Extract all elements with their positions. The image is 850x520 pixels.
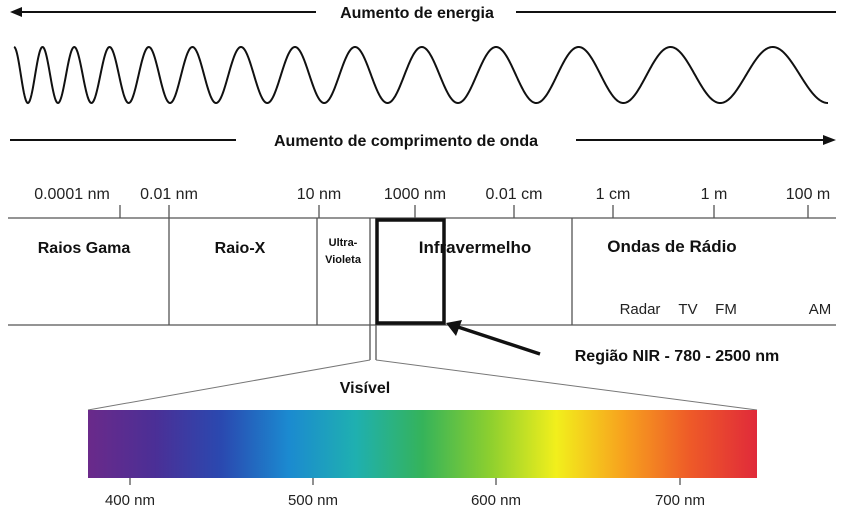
scale-labels: 0.0001 nm 0.01 nm 10 nm 1000 nm 0.01 cm … xyxy=(34,186,830,203)
scale-label: 100 m xyxy=(786,186,830,203)
nir-region-box xyxy=(375,218,446,325)
subband-am-label: AM xyxy=(809,301,832,318)
visible-tick-label: 400 nm xyxy=(105,492,155,509)
scale-ticks xyxy=(119,205,809,218)
visible-label: Visível xyxy=(340,380,390,397)
band-uv-label-line2: Violeta xyxy=(325,254,362,266)
energy-arrow-label: Aumento de energia xyxy=(340,5,494,22)
scale-label: 1 cm xyxy=(596,186,631,203)
subband-radar-label: Radar xyxy=(620,301,661,318)
scale-label: 0.0001 nm xyxy=(34,186,110,203)
visible-expansion-lines xyxy=(87,325,758,411)
band-gamma-label: Raios Gama xyxy=(38,240,131,257)
visible-spectrum-bar xyxy=(88,410,757,478)
scale-label: 0.01 nm xyxy=(140,186,198,203)
nir-callout-label: Região NIR - 780 - 2500 nm xyxy=(575,348,780,365)
visible-tick-label: 600 nm xyxy=(471,492,521,509)
scale-label: 1000 nm xyxy=(384,186,446,203)
energy-arrow: Aumento de energia xyxy=(10,5,836,22)
wavelength-arrow: Aumento de comprimento de onda xyxy=(10,133,836,150)
scale-label: 10 nm xyxy=(297,186,341,203)
visible-ticks xyxy=(129,478,681,485)
wavelength-arrow-label: Aumento de comprimento de onda xyxy=(274,133,538,150)
visible-tick-label: 500 nm xyxy=(288,492,338,509)
subband-tv-label: TV xyxy=(678,301,697,318)
band-table xyxy=(8,217,836,326)
visible-tick-label: 700 nm xyxy=(655,492,705,509)
scale-label: 1 m xyxy=(701,186,728,203)
band-radio-label: Ondas de Rádio xyxy=(607,237,736,256)
wave-curve xyxy=(13,45,829,105)
band-infrared-label: Infravermelho xyxy=(419,238,531,257)
subband-fm-label: FM xyxy=(715,301,737,318)
scale-label: 0.01 cm xyxy=(486,186,543,203)
nir-callout-arrow xyxy=(446,320,541,356)
band-xray-label: Raio-X xyxy=(215,240,266,257)
band-uv-label-line1: Ultra- xyxy=(329,237,358,249)
